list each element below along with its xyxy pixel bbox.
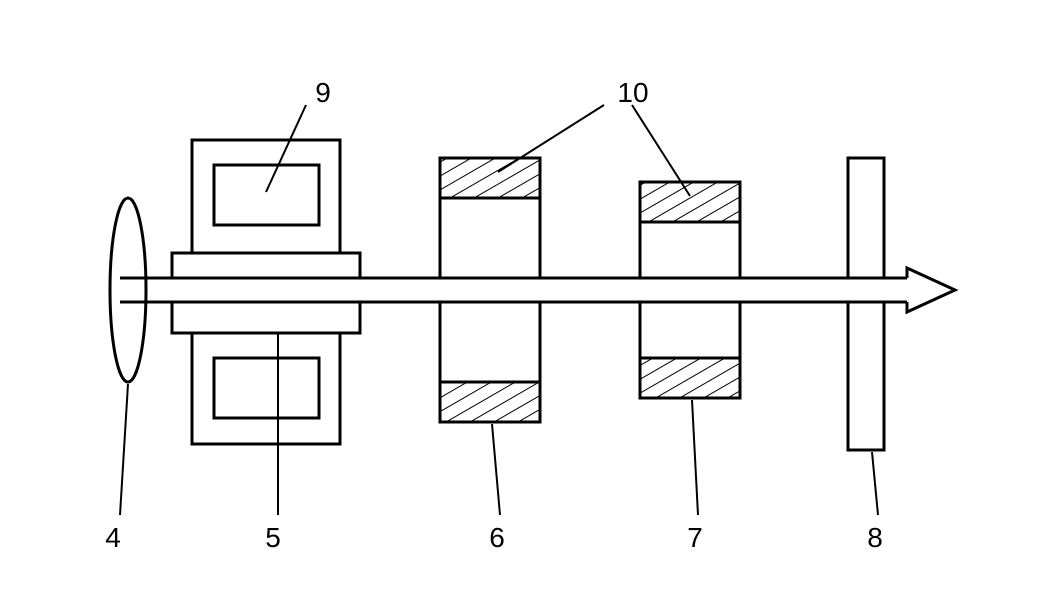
label-4: 4 xyxy=(88,522,138,554)
label-9: 9 xyxy=(298,77,348,109)
label-8: 8 xyxy=(850,522,900,554)
label-10: 10 xyxy=(608,77,658,109)
diagram-svg xyxy=(0,0,1042,598)
label-7: 7 xyxy=(670,522,720,554)
label-5: 5 xyxy=(248,522,298,554)
label-6: 6 xyxy=(472,522,522,554)
diagram-canvas: 4 5 6 7 8 9 10 xyxy=(0,0,1042,598)
